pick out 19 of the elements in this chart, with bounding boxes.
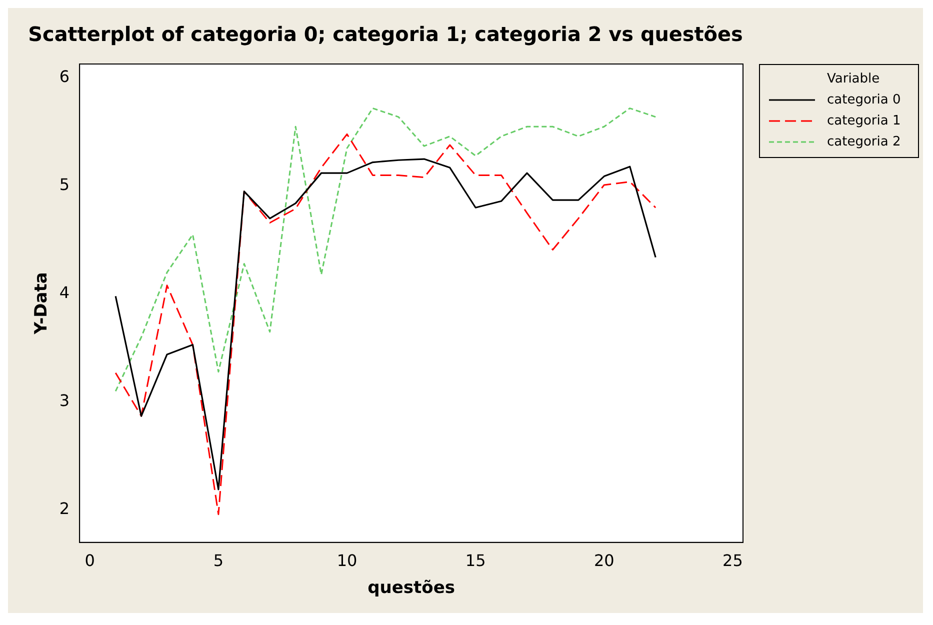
x-tick-label: 0 — [84, 551, 95, 570]
x-tick-label: 20 — [594, 551, 614, 570]
x-tick-label: 15 — [465, 551, 486, 570]
x-tick-label: 5 — [213, 551, 224, 570]
y-tick-label: 5 — [59, 175, 70, 194]
x-axis-title: questões — [368, 578, 455, 598]
legend-label: categoria 2 — [827, 134, 901, 150]
y-tick-label: 4 — [59, 283, 70, 302]
line-series — [114, 108, 656, 392]
x-tick-label: 25 — [722, 551, 743, 570]
y-tick-label: 6 — [59, 67, 70, 86]
legend-title: Variable — [827, 71, 880, 86]
y-axis-title: Y-Data — [32, 272, 52, 336]
legend-label: categoria 0 — [827, 92, 901, 108]
x-tick-label: 10 — [336, 551, 358, 570]
y-tick-label: 2 — [59, 499, 70, 518]
legend-label: categoria 1 — [827, 113, 901, 128]
chart-title: Scatterplot of categoria 0; categoria 1; categoria 2 vs questões — [28, 22, 743, 46]
y-tick-label: 3 — [59, 391, 70, 410]
